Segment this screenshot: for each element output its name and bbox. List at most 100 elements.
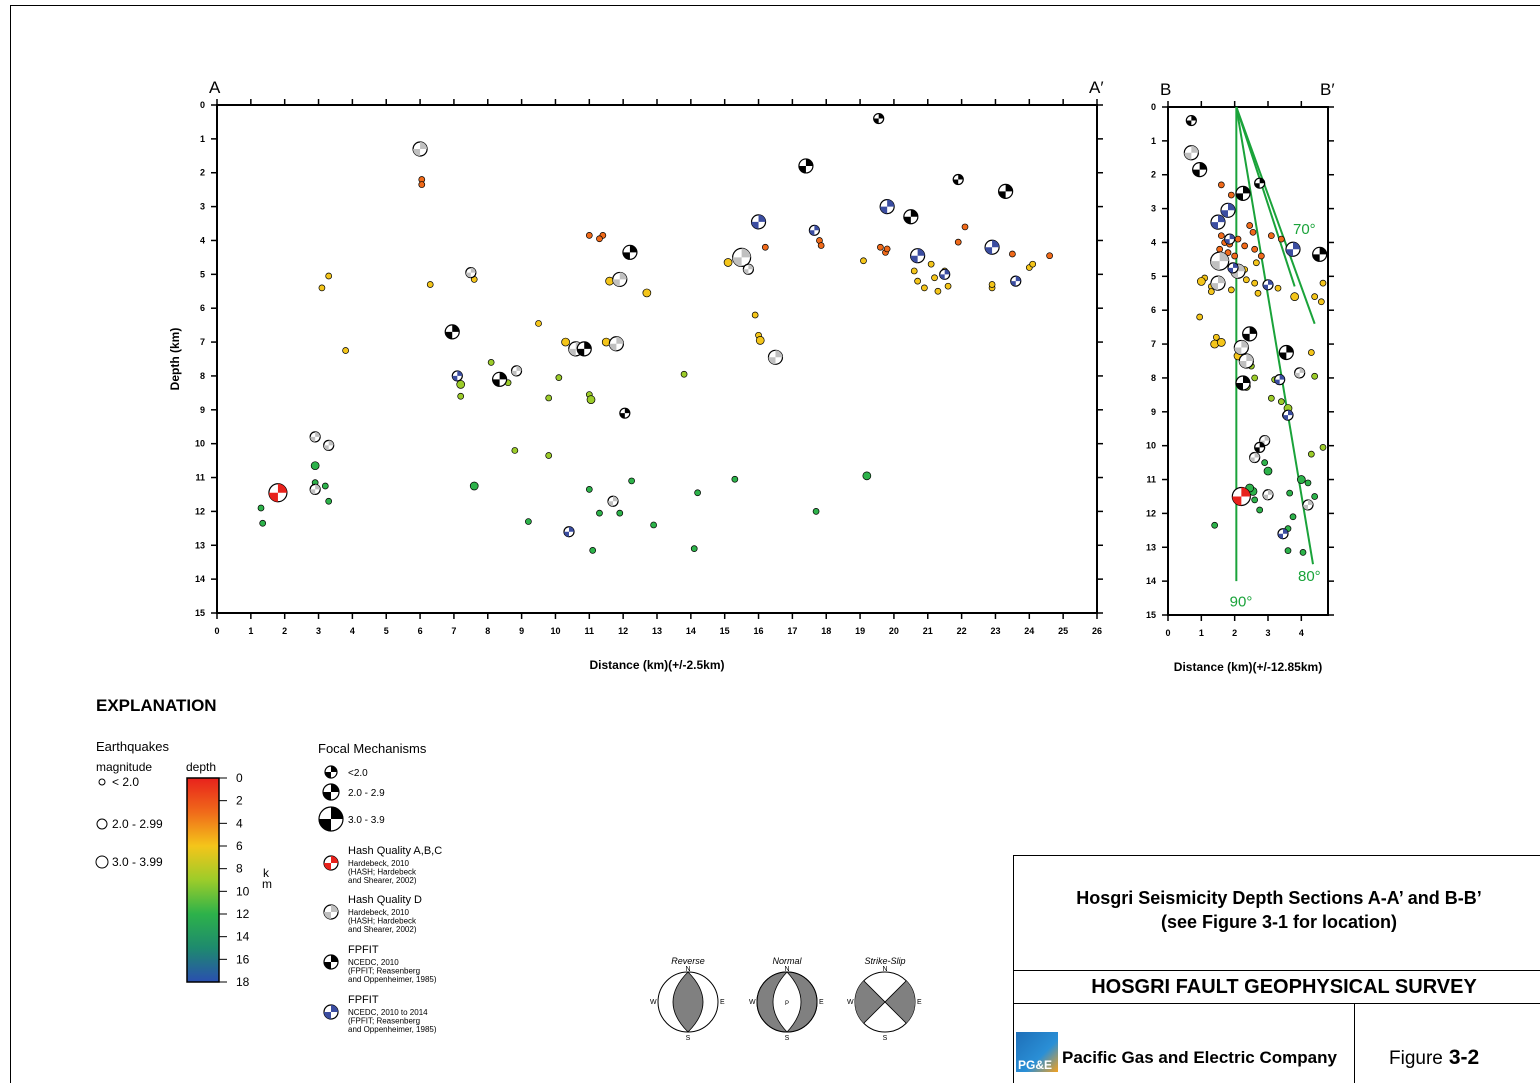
earthquake-point — [1319, 279, 1327, 287]
x-tick-label: 21 — [923, 626, 933, 636]
depth-unit-k: k — [263, 866, 270, 880]
focal-mechanism-quadrant — [1283, 415, 1288, 421]
focal-mechanism-quadrant — [1238, 264, 1245, 272]
focal-size-symbol-quadrant — [331, 766, 337, 772]
earthquake-point — [418, 181, 426, 188]
earthquake-point — [1261, 459, 1269, 466]
x-tick-label: 3 — [1265, 628, 1270, 638]
y-tick-label: 11 — [1146, 475, 1156, 485]
focal-mechanism — [1278, 344, 1294, 361]
focal-mechanism — [952, 173, 964, 186]
focal-mechanism-quadrant — [903, 216, 911, 224]
x-tick-label: 13 — [652, 626, 662, 636]
focal-mechanism-quadrant — [953, 179, 959, 185]
x-tick-label: 18 — [821, 626, 831, 636]
focal-mechanism-quadrant — [492, 379, 500, 387]
focal-mechanism-quadrant — [323, 445, 329, 451]
earthquake-point — [1252, 259, 1260, 267]
focal-mechanism-quadrant — [622, 252, 630, 260]
focal-mechanism-quadrant — [616, 336, 624, 344]
focal-size-label: 2.0 - 2.9 — [348, 788, 385, 799]
x-tick-label: 23 — [990, 626, 1000, 636]
focal-mechanism-quadrant — [985, 247, 993, 255]
compass-east: E — [917, 999, 922, 1006]
focal-mechanism — [750, 214, 767, 230]
focal-mechanism-quadrant — [880, 206, 888, 214]
earthquake-point — [1009, 250, 1016, 258]
earthquake-point — [1267, 394, 1275, 402]
focal-mechanism-quadrant — [1191, 115, 1197, 121]
focal-mechanism-quadrant — [1184, 152, 1192, 160]
y-tick-label: 13 — [1146, 542, 1156, 552]
focal-mechanism-quadrant — [814, 225, 820, 231]
compass-west: W — [847, 999, 854, 1006]
compass-east: E — [720, 999, 725, 1006]
focal-mechanism — [563, 526, 575, 538]
earthquake-point — [817, 242, 825, 249]
focal-mechanism — [1238, 353, 1254, 369]
focal-mechanism-quadrant — [1243, 186, 1250, 194]
normal-center — [772, 971, 802, 1033]
earthquake-point — [325, 497, 333, 505]
plot-frame — [216, 104, 1098, 614]
focal-type-detail: (FPFIT; Reasenberg — [348, 1017, 420, 1026]
earthquake-point — [690, 545, 698, 553]
focal-mechanism — [939, 268, 951, 280]
earthquake-point — [860, 257, 867, 265]
focal-mechanism-quadrant — [809, 230, 815, 236]
focal-mechanism-quadrant — [917, 248, 925, 256]
x-tick-label: 4 — [350, 626, 355, 636]
figure-word: Figure — [1389, 1048, 1443, 1069]
depth-label: depth — [186, 760, 216, 774]
depth-tick-label: 18 — [236, 975, 250, 989]
earthquake-point — [1211, 521, 1219, 529]
focal-mechanism-quadrant — [958, 174, 964, 180]
focal-mechanism-quadrant — [516, 365, 522, 371]
focal-mechanism-quadrant — [798, 165, 806, 173]
earthquake-point — [1296, 475, 1306, 484]
depth-tick-label: 16 — [236, 952, 250, 966]
earthquake-point — [694, 489, 701, 497]
focal-mechanism — [465, 267, 477, 279]
focal-mechanism — [1254, 441, 1266, 453]
focal-mechanism-quadrant — [1254, 452, 1260, 458]
focal-mechanism-quadrant — [452, 375, 458, 381]
x-tick-label: 7 — [451, 626, 456, 636]
focal-mechanism-quadrant — [1229, 234, 1235, 240]
y-tick-label: 12 — [1146, 508, 1156, 518]
earthquake-point — [650, 521, 657, 529]
earthquake-point — [954, 238, 962, 246]
x-tick-label: 9 — [519, 626, 524, 636]
earthquake-point — [1227, 286, 1235, 294]
focal-type-detail: NCEDC, 2010 to 2014 — [348, 1008, 428, 1017]
focal-mechanism-quadrant — [1241, 340, 1249, 348]
x-tick-label: 3 — [316, 626, 321, 636]
focal-mechanism-quadrant — [577, 348, 585, 356]
focal-mechanism — [1274, 374, 1286, 386]
focal-mechanism-quadrant — [1015, 276, 1021, 282]
focal-mechanism-quadrant — [1294, 372, 1300, 378]
earthquake-point — [731, 475, 739, 483]
earthquake-point — [545, 394, 553, 402]
focal-type-detail: and Oppenheimer, 1985) — [348, 1025, 437, 1034]
earthquake-point — [1212, 333, 1220, 341]
focal-mechanism — [1210, 275, 1226, 291]
x-tick-label: 6 — [418, 626, 423, 636]
focal-mechanism-quadrant — [1259, 178, 1265, 184]
focal-type-symbol-quadrant — [324, 1012, 331, 1019]
focal-mechanism-quadrant — [1211, 222, 1218, 230]
strike-slip-fill — [855, 980, 885, 1024]
section-end-label: A′ — [1089, 78, 1104, 97]
focal-mechanism — [1192, 162, 1208, 178]
earthquake-point — [1311, 493, 1319, 500]
dip-line — [1235, 106, 1296, 287]
earthquake-point — [755, 336, 765, 345]
x-axis-label: Distance (km)(+/-2.5km) — [589, 658, 724, 672]
earthquake-point — [1311, 372, 1319, 380]
magnitude-class-label: < 2.0 — [112, 775, 139, 789]
x-tick-label: 25 — [1058, 626, 1068, 636]
earthquake-point — [628, 477, 635, 485]
focal-mechanism-quadrant — [1243, 376, 1250, 384]
focal-type-title: FPFIT — [348, 944, 379, 956]
earthquake-point — [1217, 232, 1225, 240]
